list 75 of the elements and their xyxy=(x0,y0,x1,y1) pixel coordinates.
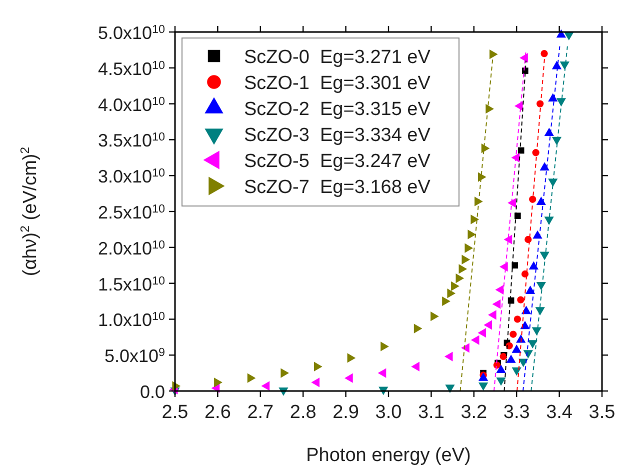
point xyxy=(442,296,450,306)
point xyxy=(517,296,524,304)
y-tick-label: 1.0x10$^{10}$ xyxy=(98,310,166,330)
point xyxy=(536,196,546,205)
point xyxy=(445,384,455,393)
point xyxy=(247,373,256,383)
point xyxy=(500,262,508,272)
point xyxy=(451,281,460,291)
point xyxy=(447,288,456,298)
point xyxy=(458,264,468,274)
x-tick-label: 3.3 xyxy=(503,402,530,423)
point xyxy=(478,382,488,391)
point xyxy=(478,172,486,182)
point xyxy=(314,362,322,372)
x-tick-label: 3.2 xyxy=(460,402,488,423)
x-tick-label: 2.8 xyxy=(290,402,316,423)
point xyxy=(486,104,494,114)
point xyxy=(380,342,389,352)
point xyxy=(521,270,529,278)
y-tick-label: 2.0x10$^{10}$ xyxy=(98,238,166,258)
x-axis-title: Photon energy (eV) xyxy=(306,445,471,466)
point xyxy=(520,53,528,63)
point xyxy=(514,316,522,323)
point xyxy=(512,367,522,376)
legend-label: ScZO-3 Eg=3.334 eV xyxy=(244,125,431,146)
point xyxy=(347,353,356,363)
point xyxy=(510,330,517,338)
x-tick-label: 2.5 xyxy=(162,402,188,423)
point xyxy=(489,49,498,60)
point xyxy=(430,312,439,322)
x-tick-label: 3.1 xyxy=(418,402,444,423)
point xyxy=(548,93,558,102)
point xyxy=(535,307,545,316)
legend-label: ScZO-2 Eg=3.315 eV xyxy=(244,99,431,120)
point xyxy=(514,212,521,219)
x-tick-label: 2.6 xyxy=(204,402,231,423)
x-tick-label: 2.7 xyxy=(247,402,274,423)
point xyxy=(523,350,533,358)
point xyxy=(414,324,422,334)
x-tick-label: 3.4 xyxy=(546,402,573,423)
point xyxy=(462,254,470,264)
point xyxy=(540,162,550,170)
y-tick-label: 5.0x10$^{9}$ xyxy=(104,346,165,366)
point xyxy=(528,340,538,348)
point xyxy=(474,196,483,206)
point xyxy=(470,214,480,224)
point xyxy=(532,327,542,336)
legend-label: ScZO-5 Eg=3.247 eV xyxy=(244,151,431,172)
y-tick-label: 3.0x10$^{10}$ xyxy=(98,166,166,187)
y-tick-label: 1.5x10$^{10}$ xyxy=(98,274,166,294)
point xyxy=(512,262,518,269)
y-tick-label: 0.0 xyxy=(140,382,165,402)
legend-label: ScZO-7 Eg=3.168 eV xyxy=(244,177,431,198)
point xyxy=(544,216,554,225)
point xyxy=(456,273,464,284)
y-tick-label: 4.0x10$^{10}$ xyxy=(98,94,166,115)
y-tick-label: 2.5x10$^{10}$ xyxy=(98,202,166,222)
y-tick-label: 4.5x10$^{10}$ xyxy=(98,58,166,79)
x-tick-label: 2.9 xyxy=(332,402,360,423)
point xyxy=(544,128,554,136)
x-tick-label: 3.5 xyxy=(588,402,616,423)
legend-label: ScZO-0 Eg=3.271 eV xyxy=(244,47,431,68)
point xyxy=(504,234,512,244)
y-tick-label: 3.5x10$^{10}$ xyxy=(98,130,166,151)
point xyxy=(496,377,506,386)
y-tick-label: 5.0x10$^{10}$ xyxy=(98,22,166,43)
point xyxy=(214,378,222,388)
point xyxy=(280,368,290,378)
x-tick-label: 3.0 xyxy=(375,402,402,423)
point xyxy=(464,243,474,253)
point xyxy=(528,261,538,270)
point xyxy=(524,236,532,244)
point xyxy=(468,230,476,240)
legend-label: ScZO-1 Eg=3.301 eV xyxy=(244,73,431,94)
point xyxy=(495,284,504,295)
